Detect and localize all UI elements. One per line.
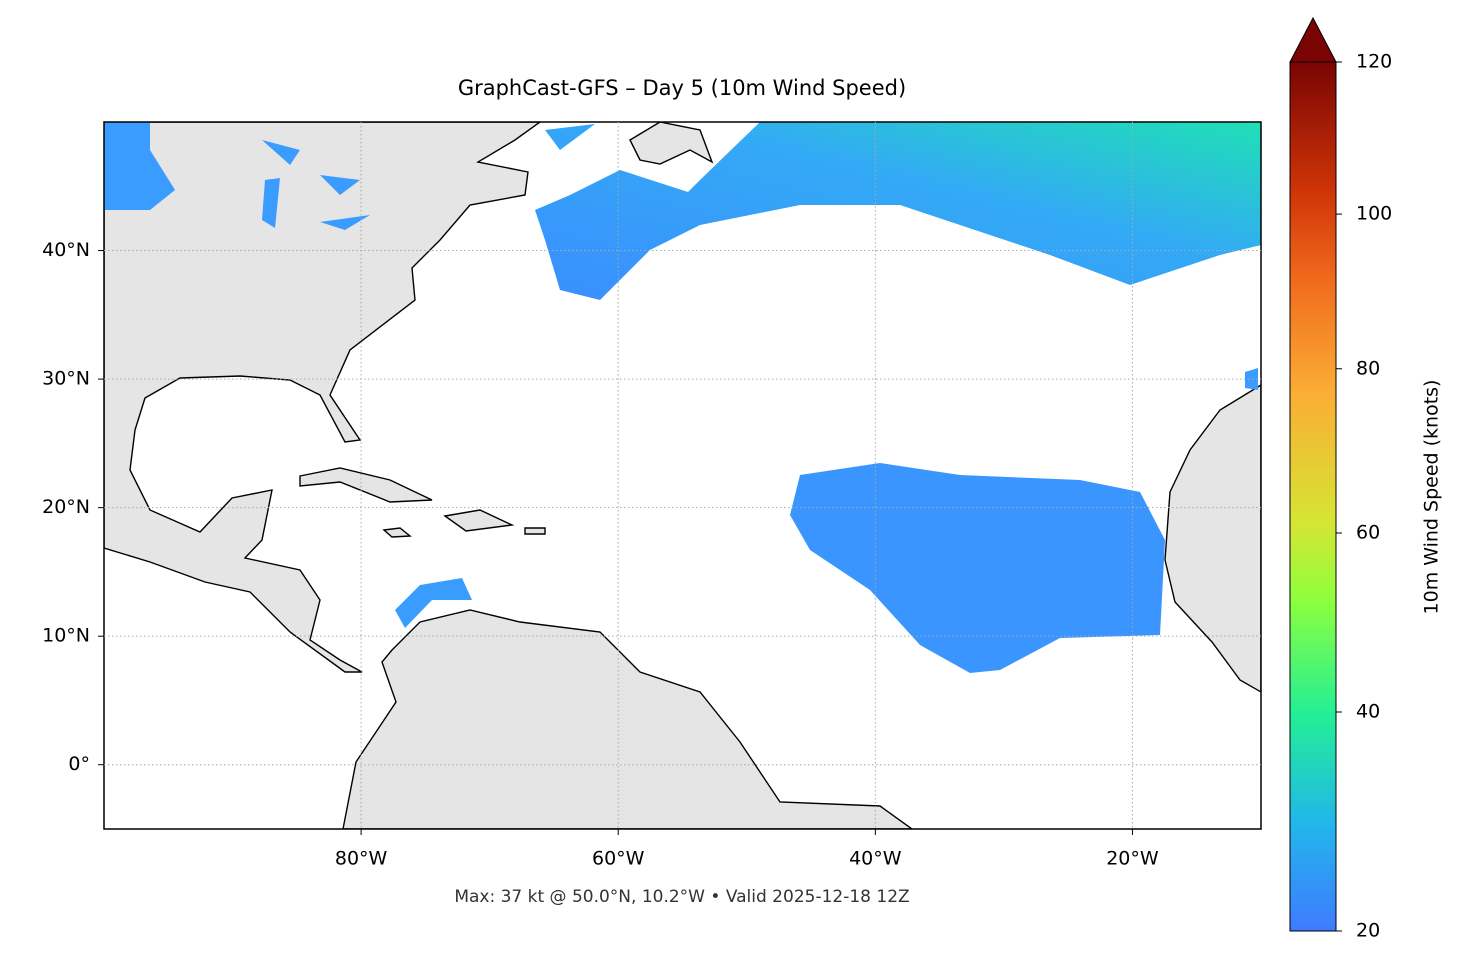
newfoundland (629, 122, 714, 165)
colorbar-label: 10m Wind Speed (knots) (1421, 380, 1443, 615)
colorbar-tick-label: 20 (1356, 920, 1380, 942)
y-tick-label: 10°N (42, 625, 90, 647)
africa (1164, 384, 1261, 693)
colorbar-tick-label: 40 (1356, 701, 1380, 723)
wind-north-atlantic (535, 122, 1261, 300)
x-tick-label: 80°W (335, 848, 388, 870)
y-tick-label: 40°N (42, 239, 90, 261)
colorbar-tick-label: 120 (1356, 51, 1392, 73)
hispaniola (443, 509, 515, 532)
jamaica (382, 527, 412, 538)
colorbar-frame (1289, 61, 1337, 932)
footer: Max: 37 kt @ 50.0°N, 10.2°W • Valid 2025… (454, 887, 909, 907)
x-tick-label: 20°W (1106, 848, 1159, 870)
colorbar-tick-label: 80 (1356, 357, 1380, 379)
y-tick-label: 0° (68, 753, 90, 775)
cuba (299, 467, 433, 503)
map-frame (103, 121, 1262, 830)
north-america (104, 122, 542, 673)
map-area (104, 122, 1261, 829)
x-tick-label: 40°W (849, 848, 902, 870)
puerto-rico (524, 527, 546, 535)
map-title: GraphCast-GFS – Day 5 (10m Wind Speed) (458, 76, 906, 100)
y-tick-label: 20°N (42, 496, 90, 518)
colorbar-tick-label: 60 (1356, 521, 1380, 543)
wind-trade-winds (790, 463, 1165, 673)
x-tick-label: 60°W (592, 848, 645, 870)
south-america (342, 609, 914, 829)
colorbar (1290, 62, 1336, 931)
y-tick-label: 30°N (42, 368, 90, 390)
wind-great-lakes (104, 122, 370, 230)
colorbar-tick-label: 100 (1356, 203, 1392, 225)
colorbar-extend (1289, 16, 1337, 63)
